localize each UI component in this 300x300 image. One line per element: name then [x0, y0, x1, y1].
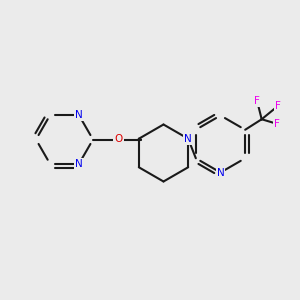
Text: F: F	[254, 96, 260, 106]
Text: N: N	[217, 167, 224, 178]
Text: F: F	[275, 101, 281, 111]
Text: O: O	[114, 134, 123, 145]
Text: N: N	[75, 159, 82, 169]
Text: F: F	[274, 119, 280, 129]
Text: N: N	[184, 134, 192, 144]
Text: N: N	[75, 110, 82, 120]
